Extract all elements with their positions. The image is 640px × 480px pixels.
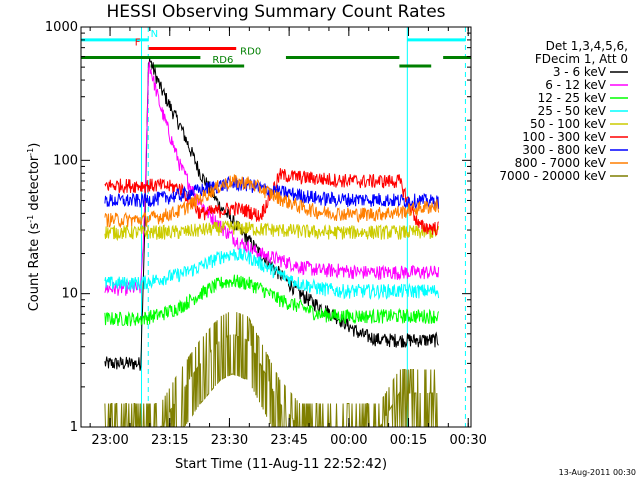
y-tick-label-2: 100 bbox=[53, 153, 78, 168]
x-tick-label-2: 23:30 bbox=[211, 433, 248, 448]
plot-frame bbox=[80, 26, 472, 428]
legend-header-0: Det 1,3,4,5,6, bbox=[546, 39, 628, 53]
legend-label-6: 300 - 800 keV bbox=[522, 143, 606, 157]
series-line-4 bbox=[104, 220, 440, 242]
legend-label-7: 800 - 7000 keV bbox=[515, 156, 607, 170]
legend: Det 1,3,4,5,6,FDecim 1, Att 03 - 6 keV6 … bbox=[499, 39, 628, 183]
series-line-8 bbox=[104, 312, 439, 427]
series-line-2 bbox=[104, 274, 440, 327]
legend-label-4: 50 - 100 keV bbox=[530, 117, 607, 131]
flag-label-F: F bbox=[135, 37, 141, 48]
plot-area: NF RD0 RD6 bbox=[80, 26, 472, 428]
flag-label-RD6: RD6 bbox=[212, 55, 233, 66]
series-line-3 bbox=[104, 248, 440, 301]
x-tick-label-5: 00:15 bbox=[390, 433, 427, 448]
legend-label-5: 100 - 300 keV bbox=[522, 130, 606, 144]
legend-label-1: 6 - 12 keV bbox=[545, 78, 607, 92]
series-line-7 bbox=[104, 174, 440, 229]
legend-label-0: 3 - 6 keV bbox=[553, 65, 607, 79]
x-axis: 23:00 23:15 23:30 23:45 00:00 00:15 00:30 bbox=[89, 27, 487, 448]
timestamp: 13-Aug-2011 00:30 bbox=[559, 468, 636, 477]
x-axis-label: Start Time (11-Aug-11 22:52:42) bbox=[175, 457, 387, 472]
x-tick-label-0: 23:00 bbox=[91, 433, 128, 448]
series-8 bbox=[104, 312, 439, 427]
series-4 bbox=[104, 220, 440, 242]
series-2 bbox=[104, 274, 440, 327]
x-tick-label-3: 23:45 bbox=[270, 433, 307, 448]
chart-title: HESSI Observing Summary Count Rates bbox=[106, 2, 445, 22]
legend-label-8: 7000 - 20000 keV bbox=[499, 169, 606, 183]
series-layer bbox=[104, 58, 440, 427]
y-axis: 1 10 100 1000 bbox=[45, 20, 471, 435]
y-tick-label-1: 10 bbox=[61, 287, 78, 302]
y-axis-label: Count Rate (s-1 detector-1) bbox=[26, 143, 42, 312]
x-tick-label-4: 00:00 bbox=[330, 433, 367, 448]
series-3 bbox=[104, 248, 440, 301]
x-tick-label-6: 00:30 bbox=[449, 433, 486, 448]
series-1 bbox=[104, 61, 440, 296]
legend-label-2: 12 - 25 keV bbox=[538, 91, 607, 105]
legend-header-1: FDecim 1, Att 0 bbox=[535, 52, 628, 66]
series-7 bbox=[104, 174, 440, 229]
flag-label-N: N bbox=[151, 29, 158, 40]
flags-layer: NF RD0 RD6 bbox=[81, 29, 471, 68]
y-tick-label-0: 1 bbox=[70, 420, 78, 435]
y-tick-label-3: 1000 bbox=[45, 20, 78, 35]
flag-label-RD0: RD0 bbox=[240, 47, 261, 58]
legend-label-3: 25 - 50 keV bbox=[538, 104, 607, 118]
x-tick-label-1: 23:15 bbox=[151, 433, 188, 448]
series-line-1 bbox=[104, 61, 440, 296]
